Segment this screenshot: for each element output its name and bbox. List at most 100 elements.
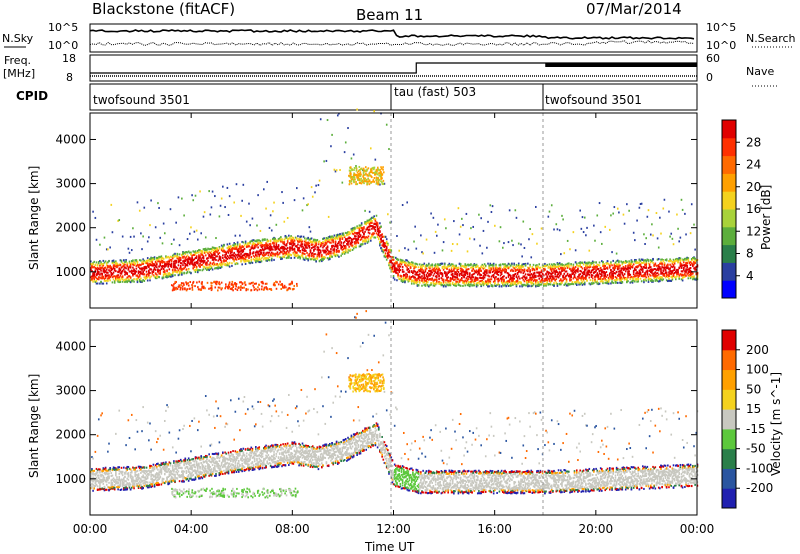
scatter-point xyxy=(661,271,663,274)
scatter-point xyxy=(451,276,454,279)
scatter-point xyxy=(220,263,223,266)
scatter-point xyxy=(218,255,221,258)
scatter-point xyxy=(159,260,162,263)
scatter-point xyxy=(654,273,657,276)
scatter-point xyxy=(412,261,414,264)
scatter-point xyxy=(224,259,226,262)
scatter-point xyxy=(535,280,537,283)
scatter-point xyxy=(603,264,605,267)
scatter-point xyxy=(99,282,101,285)
nsearch-line xyxy=(89,39,695,47)
scatter-point xyxy=(374,158,377,161)
scatter-point xyxy=(142,262,144,265)
scatter-point xyxy=(383,243,386,246)
scatter-point xyxy=(130,260,133,263)
scatter-point xyxy=(297,256,299,259)
scatter-point xyxy=(594,280,596,283)
scatter-point xyxy=(208,269,210,272)
scatter-point xyxy=(261,245,264,248)
scatter-point xyxy=(104,279,107,282)
scatter-point xyxy=(656,268,659,271)
scatter-point xyxy=(311,257,314,260)
scatter-point xyxy=(313,246,315,249)
scatter-point xyxy=(450,278,453,281)
scatter-point xyxy=(454,267,456,270)
scatter-point xyxy=(620,282,622,285)
scatter-point xyxy=(498,279,501,282)
scatter-point xyxy=(467,278,470,281)
scatter-point xyxy=(177,261,180,264)
scatter-point xyxy=(236,245,239,248)
scatter-point xyxy=(307,259,309,262)
scatter-point xyxy=(355,246,357,249)
scatter-point xyxy=(511,280,513,283)
nave-tick-low: 0 xyxy=(706,71,713,84)
scatter-point xyxy=(594,239,596,242)
scatter-point xyxy=(169,208,172,211)
scatter-point xyxy=(475,278,478,281)
scatter-point xyxy=(572,269,575,272)
scatter-point xyxy=(381,235,383,238)
scatter-point xyxy=(572,231,575,234)
scatter-point xyxy=(542,280,545,283)
scatter-point xyxy=(348,233,350,236)
scatter-point xyxy=(119,269,122,272)
scatter-point xyxy=(643,233,645,236)
scatter-point xyxy=(478,270,480,273)
scatter-point xyxy=(284,237,287,240)
scatter-point xyxy=(535,279,537,282)
scatter-point xyxy=(326,237,329,240)
scatter-point xyxy=(387,256,389,259)
scatter-point xyxy=(455,271,457,274)
scatter-point xyxy=(644,263,646,266)
scatter-point xyxy=(371,224,373,227)
scatter-point xyxy=(476,270,479,273)
scatter-point xyxy=(404,274,406,277)
scatter-point xyxy=(665,279,668,282)
scatter-point xyxy=(596,263,599,266)
scatter-point xyxy=(509,278,512,281)
scatter-point xyxy=(630,260,633,263)
scatter-point xyxy=(201,259,204,262)
scatter-point xyxy=(669,235,671,238)
scatter-point xyxy=(623,267,626,270)
scatter-point xyxy=(373,218,375,221)
scatter-point xyxy=(470,283,472,286)
scatter-point xyxy=(631,265,634,268)
scatter-point xyxy=(527,285,529,288)
scatter-point xyxy=(471,269,473,272)
scatter-point xyxy=(387,242,389,245)
scatter-point xyxy=(470,277,472,280)
scatter-point xyxy=(338,241,340,244)
scatter-point xyxy=(225,256,228,259)
scatter-point xyxy=(229,246,232,249)
scatter-point xyxy=(219,264,222,267)
scatter-point xyxy=(133,270,135,273)
scatter-point xyxy=(663,264,666,267)
scatter-point xyxy=(324,239,327,242)
scatter-point xyxy=(415,266,418,269)
scatter-point xyxy=(156,256,158,259)
scatter-point xyxy=(432,216,435,219)
scatter-point xyxy=(291,245,294,248)
scatter-point xyxy=(158,206,160,209)
scatter-point xyxy=(313,249,315,252)
scatter-point xyxy=(521,285,523,288)
scatter-point xyxy=(407,278,410,281)
scatter-point xyxy=(421,278,423,281)
scatter-point xyxy=(597,275,600,278)
scatter-point xyxy=(290,254,292,257)
scatter-point xyxy=(601,260,603,263)
scatter-point xyxy=(293,242,296,245)
scatter-point xyxy=(175,261,177,264)
scatter-point xyxy=(249,224,251,227)
scatter-point xyxy=(393,278,396,281)
scatter-point xyxy=(516,264,519,267)
scatter-point xyxy=(634,258,636,261)
scatter-point xyxy=(300,241,303,244)
scatter-point xyxy=(597,276,600,279)
scatter-point xyxy=(289,242,291,245)
scatter-point xyxy=(624,259,627,262)
scatter-point xyxy=(578,262,580,265)
scatter-point xyxy=(245,220,248,223)
